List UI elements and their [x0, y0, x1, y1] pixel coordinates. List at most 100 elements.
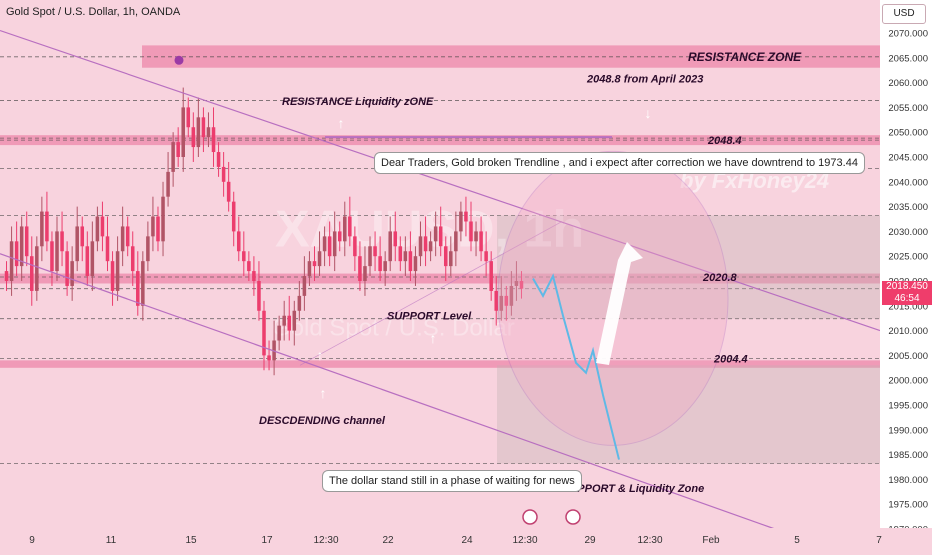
- candle-body-101: [514, 281, 519, 286]
- candle-body-72: [368, 246, 372, 267]
- y-tick-label-7: 2035.000: [888, 202, 928, 213]
- y-tick-label-2: 2060.000: [888, 78, 928, 89]
- candle-body-65: [332, 231, 337, 257]
- currency-button[interactable]: USD: [882, 4, 926, 24]
- candle-body-17: [90, 241, 95, 277]
- x-tick-label-2: 15: [185, 535, 197, 546]
- candle-body-10: [55, 231, 59, 272]
- candle-body-54: [277, 325, 281, 341]
- candle-body-20: [105, 236, 110, 262]
- candle-body-48: [247, 261, 251, 272]
- candle-body-76: [388, 231, 392, 262]
- candle-body-63: [322, 236, 327, 252]
- candle-body-27: [141, 261, 145, 306]
- callout-bottom: The dollar stand still in a phase of wai…: [322, 470, 582, 492]
- y-tick-label-6: 2040.000: [888, 177, 928, 188]
- candle-body-53: [272, 340, 276, 361]
- candle-body-60: [307, 261, 312, 277]
- candle-body-12: [65, 251, 69, 286]
- grey-box-upper: [497, 215, 880, 319]
- y-tick-label-11: 2015.000: [888, 301, 928, 312]
- candle-body-30: [156, 216, 160, 242]
- last-price-countdown: 46:54: [894, 293, 920, 304]
- label-level_2004: 2004.4: [713, 353, 748, 365]
- broken-trendline: [299, 221, 563, 366]
- candle-body-86: [438, 226, 443, 247]
- candle-body-59: [302, 276, 307, 296]
- candle-body-83: [423, 236, 428, 252]
- label-resistance_liquidity: RESISTANCE Liquidity zONE: [282, 96, 434, 108]
- x-tick-label-1: 11: [106, 535, 117, 546]
- callout-top: Dear Traders, Gold broken Trendline , an…: [374, 152, 865, 174]
- candle-body-34: [176, 142, 180, 157]
- x-tick-label-7: 12:30: [512, 535, 537, 546]
- candle-body-55: [282, 315, 286, 326]
- y-tick-label-9: 2025.000: [888, 252, 928, 263]
- candle-body-82: [418, 236, 423, 257]
- bounce-arrow: [596, 242, 643, 365]
- candle-body-91: [464, 211, 468, 222]
- candle-body-90: [459, 211, 463, 232]
- candle-body-2: [14, 241, 19, 267]
- top-marker-dot: [174, 55, 184, 65]
- y-tick-label-12: 2010.000: [888, 326, 928, 337]
- y-tick-label-5: 2045.000: [888, 153, 928, 164]
- candle-body-77: [393, 231, 398, 247]
- zone-1: [0, 135, 880, 146]
- candle-body-4: [24, 226, 29, 257]
- watermark-name: Gold Spot / U.S. Dollar: [272, 315, 515, 342]
- label-resistance_zone: RESISTANCE ZONE: [688, 50, 802, 64]
- candle-body-70: [358, 256, 362, 281]
- candle-body-45: [231, 201, 236, 232]
- symbol-title: Gold Spot / U.S. Dollar, 1h, OANDA: [6, 6, 181, 18]
- candle-body-38: [196, 117, 201, 148]
- candle-body-43: [221, 166, 226, 182]
- candle-body-28: [146, 236, 150, 262]
- candle-body-42: [216, 152, 221, 167]
- candle-body-93: [474, 231, 478, 242]
- candle-body-61: [312, 261, 317, 267]
- candle-body-87: [443, 246, 448, 267]
- projection-path: [532, 273, 620, 460]
- candle-body-6: [35, 246, 39, 291]
- candle-body-74: [378, 256, 382, 272]
- candle-body-52: [267, 355, 271, 361]
- candle-body-9: [50, 241, 54, 272]
- candle-body-5: [30, 256, 34, 291]
- candle-body-31: [161, 196, 165, 242]
- x-tick-label-0: 9: [29, 535, 35, 546]
- candle-body-39: [201, 117, 206, 138]
- y-tick-label-3: 2055.000: [888, 103, 928, 114]
- last-price-value: 2018.450: [886, 281, 928, 292]
- candle-body-92: [469, 221, 473, 242]
- candle-body-95: [484, 251, 488, 262]
- candle-body-67: [343, 216, 347, 242]
- candle-body-71: [363, 266, 367, 281]
- x-tick-label-5: 22: [382, 535, 394, 546]
- candle-body-73: [373, 246, 377, 257]
- candle-body-49: [252, 271, 256, 281]
- x-tick-label-4: 12:30: [313, 535, 338, 546]
- candle-body-89: [454, 231, 458, 252]
- x-tick-label-9: 12:30: [637, 535, 662, 546]
- candle-body-58: [297, 295, 302, 311]
- label-descending_channel: DESCDENDING channel: [259, 415, 386, 427]
- candle-body-66: [337, 231, 342, 242]
- candle-body-1: [9, 241, 14, 281]
- candle-body-37: [191, 127, 196, 148]
- candle-body-40: [206, 127, 211, 138]
- candle-body-84: [428, 241, 433, 252]
- candle-body-94: [479, 231, 483, 252]
- zone-3: [0, 360, 880, 368]
- label-april_2023: 2048.8 from April 2023: [586, 74, 703, 86]
- y-tick-label-19: 1975.000: [888, 500, 928, 511]
- candle-body-96: [489, 261, 493, 291]
- last-price-badge: 2018.450 46:54: [882, 281, 932, 305]
- white-arrow-2: ↑: [317, 347, 324, 363]
- y-axis-panel: [880, 0, 932, 550]
- white-arrow-3: ↑: [430, 330, 437, 346]
- candle-body-29: [151, 216, 155, 237]
- candle-body-11: [60, 231, 64, 252]
- x-tick-label-8: 29: [584, 535, 596, 546]
- candle-body-36: [186, 107, 191, 128]
